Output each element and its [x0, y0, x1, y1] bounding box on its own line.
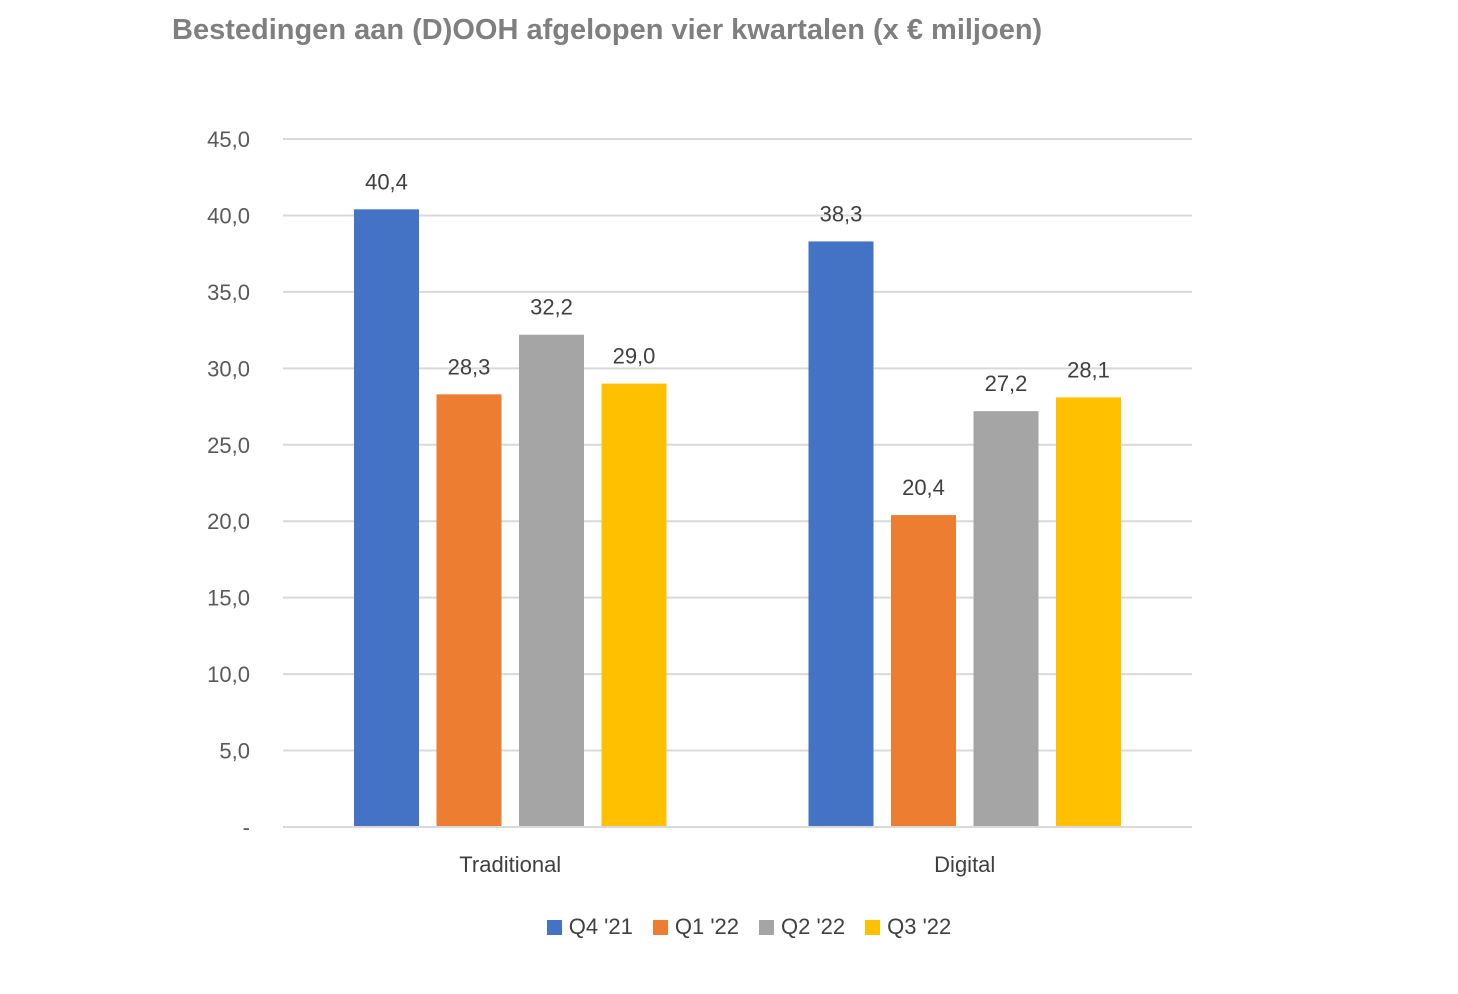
legend-swatch	[652, 919, 668, 935]
legend-item: Q1 '22	[652, 914, 739, 940]
legend-swatch	[759, 919, 774, 935]
legend-label: Q4 '21	[568, 914, 633, 939]
bar	[973, 411, 1039, 827]
bar	[808, 241, 874, 828]
data-label: 28,1	[1067, 357, 1110, 382]
legend-label: Q3 '22	[887, 914, 952, 939]
data-label: 20,4	[902, 475, 945, 500]
x-category-label: Traditional	[459, 852, 561, 877]
data-label: 27,2	[985, 371, 1028, 396]
legend-label: Q2 '22	[781, 914, 846, 939]
legend-item: Q2 '22	[759, 914, 845, 940]
x-category-label: Digital	[934, 852, 995, 877]
legend-swatch	[546, 919, 562, 935]
y-tick-label: 35,0	[207, 280, 250, 305]
legend-swatch	[865, 919, 881, 935]
y-tick-label: 30,0	[207, 356, 250, 381]
y-tick-label: 25,0	[207, 433, 250, 458]
chart-title: Bestedingen aan (D)OOH afgelopen vier kw…	[172, 14, 1043, 46]
bar	[601, 383, 667, 827]
data-label: 40,4	[365, 169, 408, 194]
bar	[354, 209, 419, 828]
bar	[891, 515, 956, 827]
y-tick-label: 40,0	[207, 203, 250, 228]
y-tick-label: 20,0	[207, 509, 250, 534]
legend-label: Q1 '22	[674, 914, 739, 939]
bar	[519, 334, 584, 827]
chart-legend: Q4 '21 Q1 '22 Q2 '22 Q3 '22	[20, 914, 1458, 940]
data-label: 38,3	[820, 201, 863, 226]
y-tick-label: -	[243, 815, 250, 840]
bar	[1056, 397, 1121, 827]
legend-item: Q3 '22	[865, 914, 951, 940]
y-tick-label: 10,0	[207, 662, 250, 687]
y-tick-label: 5,0	[219, 739, 250, 764]
data-label: 29,0	[613, 344, 656, 369]
y-tick-label: 45,0	[207, 127, 250, 152]
data-label: 28,3	[448, 354, 491, 379]
bar	[436, 394, 502, 827]
data-label: 32,2	[530, 295, 573, 320]
y-tick-label: 15,0	[207, 586, 250, 611]
legend-item: Q4 '21	[546, 914, 633, 940]
